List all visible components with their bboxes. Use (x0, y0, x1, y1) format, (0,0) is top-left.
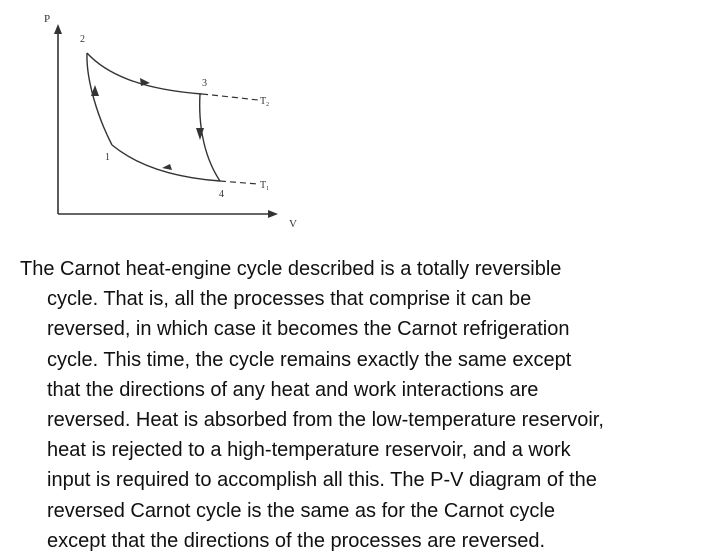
state-label-2: 2 (80, 34, 85, 45)
isotherm-4-1 (111, 144, 221, 182)
isotherm-high-dashed (201, 93, 259, 101)
text-line: cycle. That is, all the processes that c… (47, 288, 532, 311)
state-label-1: 1 (105, 152, 110, 163)
isotherm-2-3 (86, 52, 203, 95)
y-axis-label: P (44, 13, 50, 25)
text-line: cycle. This time, the cycle remains exac… (47, 348, 572, 371)
text-line: The Carnot heat-engine cycle described i… (20, 258, 562, 280)
arrow-3-4-icon (196, 128, 204, 140)
x-axis-label: V (289, 218, 297, 230)
text-line: reversed, in which case it becomes the C… (47, 318, 570, 341)
adiabat-1-2 (86, 52, 113, 146)
arrow-2-3-icon (140, 78, 150, 86)
y-axis-arrow-icon (54, 24, 62, 34)
text-line: input is required to accomplish all this… (47, 469, 597, 492)
adiabat-3-4 (198, 93, 221, 182)
isotherm-low-dashed (219, 180, 259, 185)
text-line: reversed. Heat is absorbed from the low-… (47, 409, 604, 432)
text-line: heat is rejected to a high-temperature r… (47, 439, 571, 462)
text-line: except that the directions of the proces… (47, 529, 546, 552)
arrow-1-2-icon (91, 85, 99, 96)
body-paragraph: The Carnot heat-engine cycle described i… (20, 254, 720, 556)
x-axis-arrow-icon (268, 210, 278, 218)
state-label-4: 4 (219, 189, 224, 200)
text-line: reversed Carnot cycle is the same as for… (47, 499, 555, 522)
arrow-4-1-icon (162, 164, 172, 170)
isotherm-low-label: T1 (260, 180, 269, 192)
isotherm-high-label: T2 (260, 96, 269, 108)
text-line: that the directions of any heat and work… (47, 378, 539, 401)
state-label-3: 3 (202, 78, 207, 89)
pv-diagram: P V 2 3 1 4 T2 T1 (44, 13, 297, 230)
